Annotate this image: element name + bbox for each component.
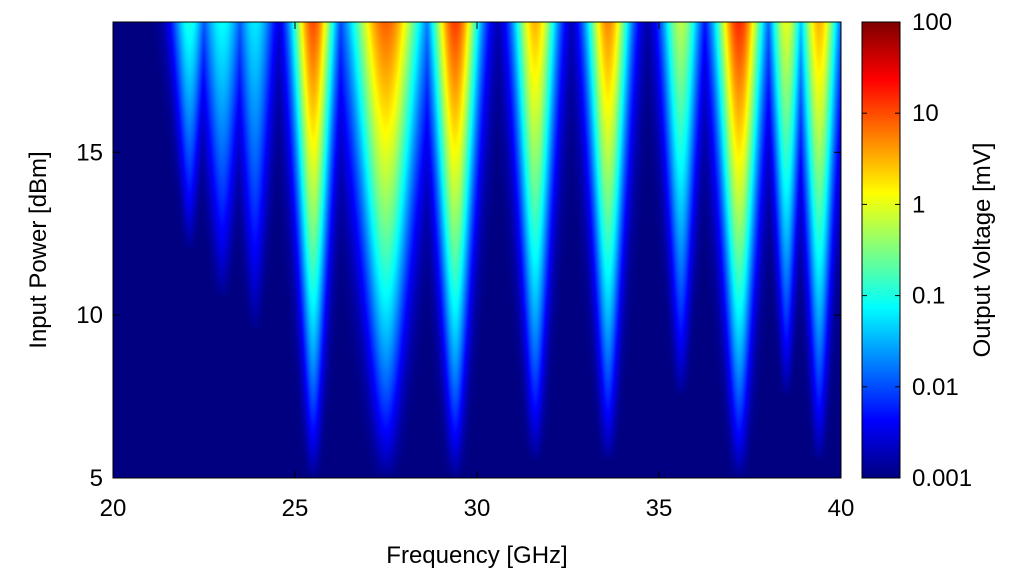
colorbar-tick-label: 100 [912, 9, 952, 36]
colorbar: 0.001 0.01 0.1 1 10 100 Output Voltage [mV] [861, 9, 996, 492]
colorbar-tick-label: 0.01 [912, 374, 959, 401]
colorbar-canvas [862, 22, 900, 478]
y-axis-ticks: 5 10 15 [76, 139, 841, 492]
y-tick-label: 10 [76, 302, 103, 329]
x-tick-label: 20 [100, 495, 127, 522]
colorbar-label: Output Voltage [mV] [969, 143, 996, 358]
colorbar-ticks: 0.001 0.01 0.1 1 10 100 [862, 9, 972, 492]
heatmap-image-holder [113, 22, 841, 478]
heatmap-canvas [113, 22, 841, 478]
x-axis-ticks: 20 25 30 35 40 [100, 22, 855, 522]
colorbar-tick-label: 1 [912, 191, 925, 218]
y-tick-label: 15 [76, 139, 103, 166]
colorbar-image-holder [862, 22, 900, 478]
x-tick-label: 25 [282, 495, 309, 522]
colorbar-tick-label: 0.001 [912, 465, 972, 492]
x-tick-label: 40 [828, 495, 855, 522]
plot-area: 20 25 30 35 40 5 10 15 Frequency [GHz] Input P… [25, 21, 855, 569]
x-axis-label: Frequency [GHz] [386, 542, 567, 569]
colorbar-frame [861, 21, 901, 479]
x-tick-label: 35 [646, 495, 673, 522]
y-tick-label: 5 [90, 465, 103, 492]
x-tick-label: 30 [464, 495, 491, 522]
y-axis-label: Input Power [dBm] [25, 151, 52, 348]
colorbar-tick-label: 0.1 [912, 283, 945, 310]
colorbar-tick-label: 10 [912, 100, 939, 127]
